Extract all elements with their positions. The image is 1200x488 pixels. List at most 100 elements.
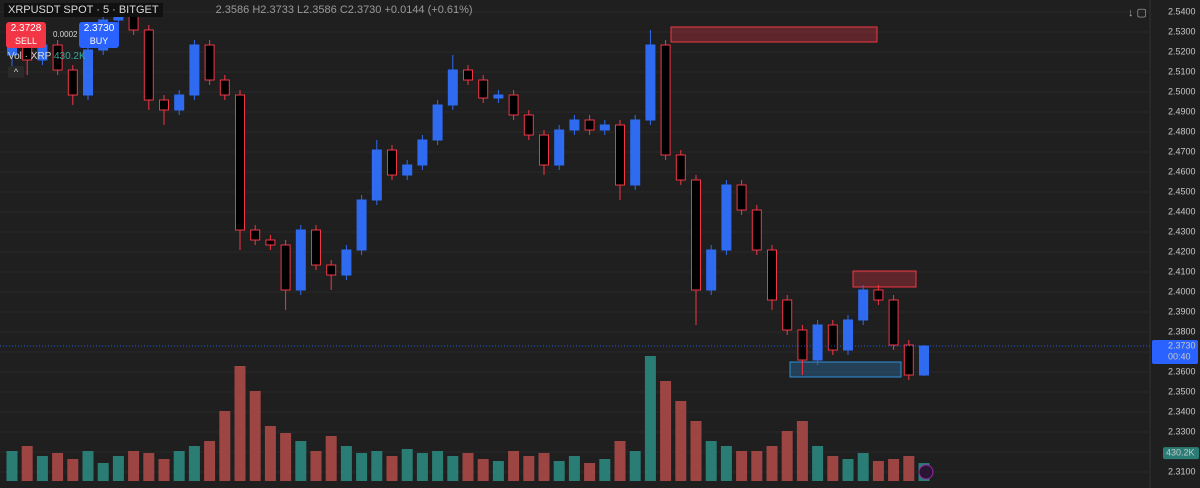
price-axis-bg: [1150, 0, 1200, 488]
candle-body: [387, 149, 397, 176]
candle-body: [356, 199, 367, 251]
volume-tag: [1163, 447, 1199, 460]
zone: [670, 26, 878, 43]
candle-body: [615, 124, 625, 186]
y-tick-label: 2.3900: [1168, 306, 1196, 316]
candle-body: [159, 99, 169, 111]
candle-body: [630, 119, 641, 186]
candle-body: [326, 264, 337, 276]
candle-body: [751, 209, 762, 251]
y-tick-label: 2.4600: [1168, 166, 1196, 176]
volume-bar: [523, 456, 535, 481]
candle-body: [554, 129, 565, 166]
candle-body: [721, 184, 732, 251]
volume-bar: [629, 451, 641, 481]
candle-body: [660, 44, 671, 156]
candle-body: [311, 229, 321, 266]
symbol-header: XRPUSDT SPOT · 5 · BITGET 2.3586 H2.3733…: [4, 3, 473, 17]
volume-bar: [234, 366, 246, 481]
candle-body: [417, 139, 428, 166]
y-tick-label: 2.5000: [1168, 86, 1196, 96]
volume-bar: [584, 463, 596, 481]
y-tick-label: 2.4100: [1168, 266, 1196, 276]
ohlc-item: C2.3730: [339, 4, 382, 16]
candle-body: [584, 119, 595, 131]
candle-body: [402, 164, 413, 176]
toolbar-icons[interactable]: ↓ ▢: [1128, 7, 1147, 19]
volume-bar: [249, 391, 261, 481]
candle-body: [83, 49, 93, 96]
volume-bar: [295, 441, 307, 481]
candle-body: [280, 244, 291, 291]
candle-body: [797, 329, 808, 361]
ohlc-item: H2.3733: [252, 4, 294, 16]
candle-body: [463, 69, 473, 81]
candle-body: [675, 154, 686, 181]
candle-body: [295, 229, 306, 291]
candle-body: [736, 184, 747, 211]
volume-bar: [660, 381, 672, 481]
volume-bar: [888, 459, 900, 481]
volume-title: Vol · XRP: [8, 51, 52, 62]
candle-body: [447, 69, 458, 106]
candle-body: [174, 94, 185, 111]
last-price-tag: [1152, 340, 1198, 364]
alert-icon: [918, 464, 934, 480]
candle-body: [189, 44, 200, 96]
volume-bar: [857, 453, 869, 481]
y-tick-label: 2.4200: [1168, 246, 1196, 256]
candle-body: [478, 79, 489, 99]
candle-body: [219, 79, 230, 96]
countdown: 00:40: [1168, 351, 1191, 361]
volume-bar: [128, 451, 140, 481]
volume-bar: [796, 421, 808, 481]
volume-bar: [432, 451, 444, 481]
y-tick-label: 2.3300: [1168, 426, 1196, 436]
volume-bar: [173, 451, 185, 481]
volume-bar: [462, 453, 474, 481]
candle-body: [235, 94, 245, 231]
candle-body: [523, 114, 534, 136]
volume-bar: [401, 449, 413, 481]
buy-button[interactable]: 2.3730 BUY: [79, 22, 119, 48]
volume-bar: [21, 446, 33, 481]
y-tick-label: 2.3400: [1168, 406, 1196, 416]
volume-bar: [82, 451, 94, 481]
collapse-button[interactable]: ^: [8, 66, 24, 78]
volume-bar: [736, 451, 748, 481]
volume-bar: [340, 446, 352, 481]
candle-body: [873, 289, 884, 301]
volume-bar: [325, 436, 337, 481]
volume-bar: [97, 463, 109, 481]
volume-bar: [751, 451, 763, 481]
candle-body: [767, 249, 777, 301]
buy-label: BUY: [89, 36, 109, 46]
volume-legend: Vol · XRP 430.2K: [8, 51, 86, 62]
volume-bar: [280, 433, 292, 481]
buy-price: 2.3730: [83, 23, 115, 34]
volume-bar: [264, 426, 276, 481]
symbol[interactable]: XRPUSDT SPOT · 5 · BITGET: [4, 3, 163, 17]
sell-price: 2.3728: [10, 23, 42, 34]
ohlc-item: +0.0144 (+0.61%): [384, 4, 473, 16]
volume-bar: [310, 451, 322, 481]
candle-body: [250, 229, 261, 241]
candle-body: [493, 94, 504, 99]
candle-body: [812, 324, 823, 361]
sell-button[interactable]: 2.3728 SELL: [6, 22, 46, 48]
y-tick-label: 2.4400: [1168, 206, 1196, 216]
volume-bar: [842, 459, 854, 481]
volume-bar: [781, 431, 793, 481]
candle-body: [569, 119, 580, 131]
y-tick-label: 2.4500: [1168, 186, 1196, 196]
candle-body: [903, 344, 914, 376]
candle-body: [143, 29, 154, 101]
volume-bar: [903, 456, 915, 481]
candle-body: [888, 299, 899, 346]
volume-bar: [112, 456, 124, 481]
volume-bar: [690, 421, 702, 481]
volume-bar: [6, 451, 18, 481]
y-tick-label: 2.3100: [1168, 466, 1196, 476]
candle-body: [691, 179, 701, 291]
